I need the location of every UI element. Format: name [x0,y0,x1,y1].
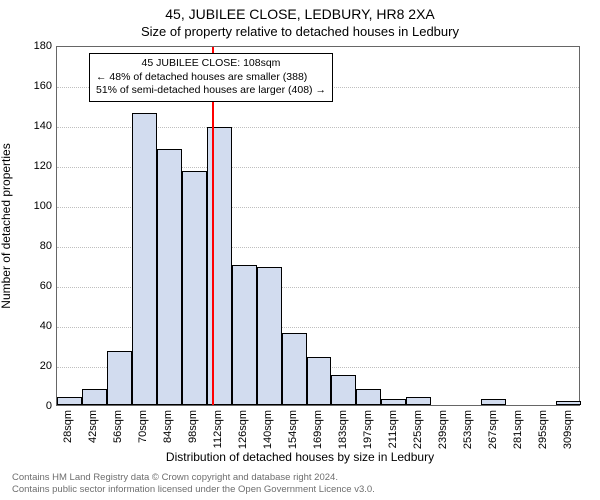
x-tick-label: 211sqm [387,410,399,448]
footer-line-2: Contains public sector information licen… [12,484,375,496]
y-tick-label: 80 [12,240,52,252]
x-tick-label: 239sqm [437,410,449,449]
histogram-bar [182,171,207,405]
x-tick-label: 183sqm [337,410,349,449]
histogram-bar [157,149,182,405]
x-tick-label: 84sqm [162,410,174,443]
annot-line-2: ← 48% of detached houses are smaller (38… [96,71,326,85]
x-tick-label: 169sqm [312,410,324,449]
annot-line-3: 51% of semi-detached houses are larger (… [96,84,326,98]
chart-title-address: 45, JUBILEE CLOSE, LEDBURY, HR8 2XA [0,6,600,22]
histogram-bar [282,333,307,405]
histogram-bar [207,127,232,405]
histogram-bar [356,389,381,405]
x-tick-label: 253sqm [462,410,474,449]
x-tick-label: 309sqm [562,410,574,449]
x-tick-label: 295sqm [537,410,549,449]
y-tick-label: 180 [12,40,52,52]
histogram-bar [57,397,82,405]
y-tick-label: 40 [12,320,52,332]
x-tick-label: 56sqm [112,410,124,443]
histogram-bar [232,265,257,405]
footer-line-1: Contains HM Land Registry data © Crown c… [12,472,375,484]
x-tick-label: 126sqm [237,410,249,449]
y-tick-label: 120 [12,160,52,172]
y-tick-label: 160 [12,80,52,92]
y-tick-label: 20 [12,360,52,372]
annotation-box: 45 JUBILEE CLOSE: 108sqm ← 48% of detach… [89,53,333,102]
histogram-bar [307,357,332,405]
x-axis-label: Distribution of detached houses by size … [0,450,600,464]
chart-subtitle: Size of property relative to detached ho… [0,24,600,39]
x-tick-label: 112sqm [212,410,224,448]
x-tick-label: 225sqm [412,410,424,449]
y-tick-label: 100 [12,200,52,212]
histogram-bar [82,389,107,405]
histogram-bar [381,399,406,405]
x-tick-label: 197sqm [362,410,374,449]
x-tick-label: 281sqm [512,410,524,449]
attribution-footer: Contains HM Land Registry data © Crown c… [12,472,375,496]
annot-line-1: 45 JUBILEE CLOSE: 108sqm [96,57,326,71]
x-tick-label: 28sqm [62,410,74,443]
histogram-bar [406,397,431,405]
x-tick-label: 42sqm [87,410,99,443]
histogram-bar [331,375,356,405]
x-tick-label: 70sqm [137,410,149,443]
y-tick-label: 140 [12,120,52,132]
x-tick-label: 154sqm [287,410,299,449]
histogram-bar [481,399,506,405]
x-tick-label: 267sqm [487,410,499,449]
histogram-bar [556,401,581,405]
histogram-bar [107,351,132,405]
histogram-bar [132,113,157,405]
plot-area: 45 JUBILEE CLOSE: 108sqm ← 48% of detach… [56,46,580,406]
histogram-bar [257,267,282,405]
x-tick-label: 140sqm [262,410,274,449]
x-tick-label: 98sqm [187,410,199,443]
y-tick-label: 0 [12,400,52,412]
y-tick-label: 60 [12,280,52,292]
